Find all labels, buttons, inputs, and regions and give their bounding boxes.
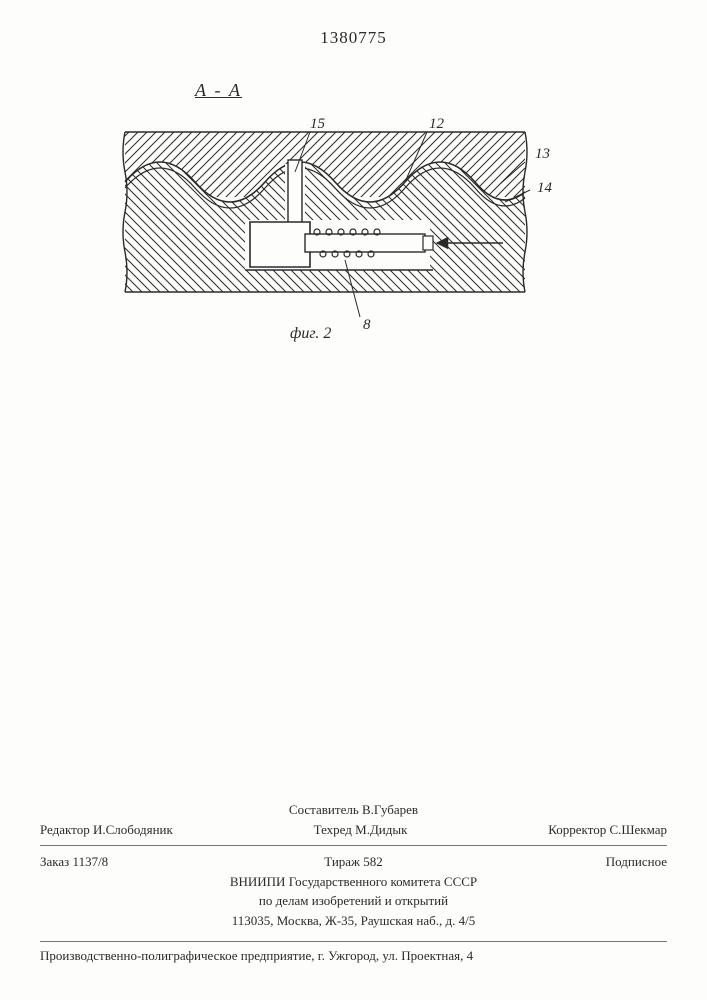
- org-address: 113035, Москва, Ж-35, Раушская наб., д. …: [40, 911, 667, 931]
- figure-container: А - А: [105, 80, 565, 332]
- order-number: Заказ 1137/8: [40, 852, 229, 872]
- editor-line: Редактор И.Слободяник: [40, 820, 173, 840]
- callout-8: 8: [363, 317, 371, 332]
- section-label: А - А: [195, 80, 242, 101]
- figure-caption: фиг. 2: [290, 325, 331, 343]
- org-line-2: по делам изобретений и открытий: [40, 891, 667, 911]
- callout-12: 12: [429, 116, 445, 132]
- corrector-line: Корректор С.Шекмар: [548, 820, 667, 840]
- techred-line: Техред М.Дидык: [314, 820, 408, 840]
- callout-15: 15: [310, 116, 326, 132]
- tirazh: Тираж 582: [259, 852, 448, 872]
- cross-section-diagram: 15 12 13 14 8: [105, 102, 565, 332]
- org-line-1: ВНИИПИ Государственного комитета СССР: [40, 872, 667, 892]
- podpisnoe: Подписное: [478, 852, 667, 872]
- divider: [40, 845, 667, 846]
- callout-13: 13: [535, 146, 550, 162]
- compiler-line: Составитель В.Губарев: [40, 800, 667, 820]
- page-number: 1380775: [320, 28, 387, 48]
- callout-14: 14: [537, 180, 553, 196]
- footer-printer: Производственно-полиграфическое предприя…: [40, 941, 667, 964]
- colophon-block: Составитель В.Губарев Редактор И.Слободя…: [40, 800, 667, 930]
